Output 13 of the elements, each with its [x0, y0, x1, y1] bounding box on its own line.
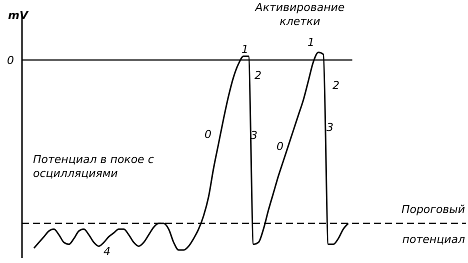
ref-line-label: 0 — [7, 54, 14, 67]
annotation: 1 — [240, 43, 250, 57]
annotation: 3 — [326, 121, 334, 135]
annotation: Потенциал в покое с осцилляциями — [33, 153, 155, 181]
annotation: 2 — [332, 79, 340, 93]
text: Пороговый — [400, 203, 465, 217]
annotation: 4 — [102, 245, 112, 259]
annotation: 0 — [204, 128, 212, 142]
text: Активирование клетки — [254, 1, 346, 29]
text: 1 — [306, 36, 316, 50]
text: потенциал — [401, 233, 465, 247]
annotation: 2 — [254, 69, 262, 83]
annotation: 0 — [276, 140, 284, 154]
